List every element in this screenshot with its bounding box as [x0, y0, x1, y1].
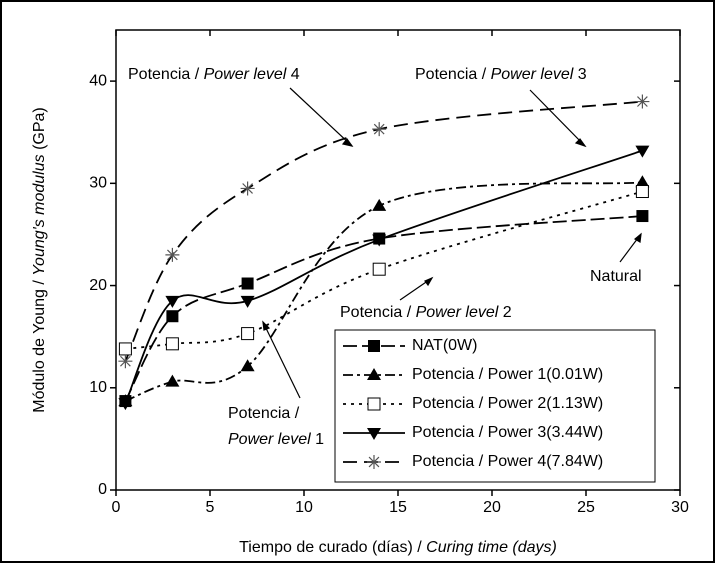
marker	[240, 295, 255, 308]
marker	[635, 185, 649, 199]
x-axis-label: Tiempo de curado (días) / Curing time (d…	[239, 539, 557, 556]
text-part: Potencia /	[415, 66, 491, 83]
marker	[118, 354, 133, 369]
marker	[118, 342, 132, 356]
marker	[372, 234, 387, 247]
marker	[635, 94, 650, 109]
legend-marker	[367, 428, 381, 440]
text-part: Power level	[491, 66, 574, 83]
legend-marker	[367, 368, 381, 380]
text-part: Power level	[204, 66, 287, 83]
text-part: 1	[311, 431, 324, 448]
marker	[635, 145, 650, 158]
marker	[241, 277, 254, 290]
y-tick-label: 10	[89, 379, 107, 396]
x-tick-label: 30	[671, 499, 689, 516]
marker	[165, 247, 180, 262]
y-tick-label: 20	[89, 277, 107, 294]
y-tick-label: 30	[89, 175, 107, 192]
text-part: Power level	[228, 431, 311, 448]
y-tick-label: 40	[89, 72, 107, 89]
legend-label: NAT(0W)	[412, 337, 477, 354]
annotation-arrows	[262, 87, 642, 399]
legend-marker	[367, 397, 381, 411]
text-part: 2	[498, 304, 511, 321]
text-part: Tiempo de curado (días) /	[239, 539, 426, 556]
annotation: Potencia / Power level 2	[340, 304, 512, 321]
marker	[165, 374, 180, 387]
text-part: (GPa)	[31, 107, 48, 154]
fit-curve	[124, 149, 643, 404]
x-tick-label: 25	[577, 499, 595, 516]
legend-marker	[368, 340, 380, 352]
marker	[635, 175, 650, 188]
rich-text: Módulo de Young / Young's modulus (GPa)	[31, 107, 48, 413]
text-part: Potencia /	[128, 66, 204, 83]
marker	[372, 198, 387, 211]
text-part: Natural	[590, 268, 642, 285]
x-tick-label: 20	[483, 499, 501, 516]
annotation: Potencia / Power level 4	[128, 66, 300, 83]
text-part: Potencia /	[340, 304, 416, 321]
x-tick-label: 5	[206, 499, 215, 516]
marker	[240, 359, 255, 372]
text-part: Potencia /	[228, 405, 300, 422]
text-part: Curing time (days)	[426, 539, 557, 556]
annotation: Potencia / Power level 1	[228, 405, 324, 448]
text-part: 3	[573, 66, 586, 83]
x-tick-label: 0	[112, 499, 121, 516]
text-part: Módulo de Young /	[31, 276, 48, 413]
marker	[165, 337, 179, 351]
text-part: Young's modulus	[31, 154, 48, 275]
marker	[166, 310, 179, 323]
fit-curve	[124, 100, 643, 362]
marker	[165, 295, 180, 308]
text-part: Power level	[416, 304, 499, 321]
x-tick-label: 10	[295, 499, 313, 516]
annotation: Potencia / Power level 3	[415, 66, 587, 83]
marker	[118, 398, 133, 411]
x-tick-label: 15	[389, 499, 407, 516]
y-tick-label: 0	[98, 481, 107, 498]
legend-label: Potencia / Power 1(0.01W)	[412, 366, 603, 383]
legend-label: Potencia / Power 4(7.84W)	[412, 453, 603, 470]
marker	[372, 122, 387, 137]
legend-label: Potencia / Power 2(1.13W)	[412, 395, 603, 412]
legend-box	[334, 329, 656, 483]
annotation: Natural	[590, 268, 642, 285]
marker	[636, 210, 649, 223]
fit-curve	[124, 215, 643, 402]
text-part: 4	[286, 66, 299, 83]
marker	[241, 327, 255, 341]
legend-label: Potencia / Power 3(3.44W)	[412, 424, 603, 441]
legend-marker	[367, 455, 381, 469]
marker	[240, 181, 255, 196]
marker	[372, 262, 386, 276]
